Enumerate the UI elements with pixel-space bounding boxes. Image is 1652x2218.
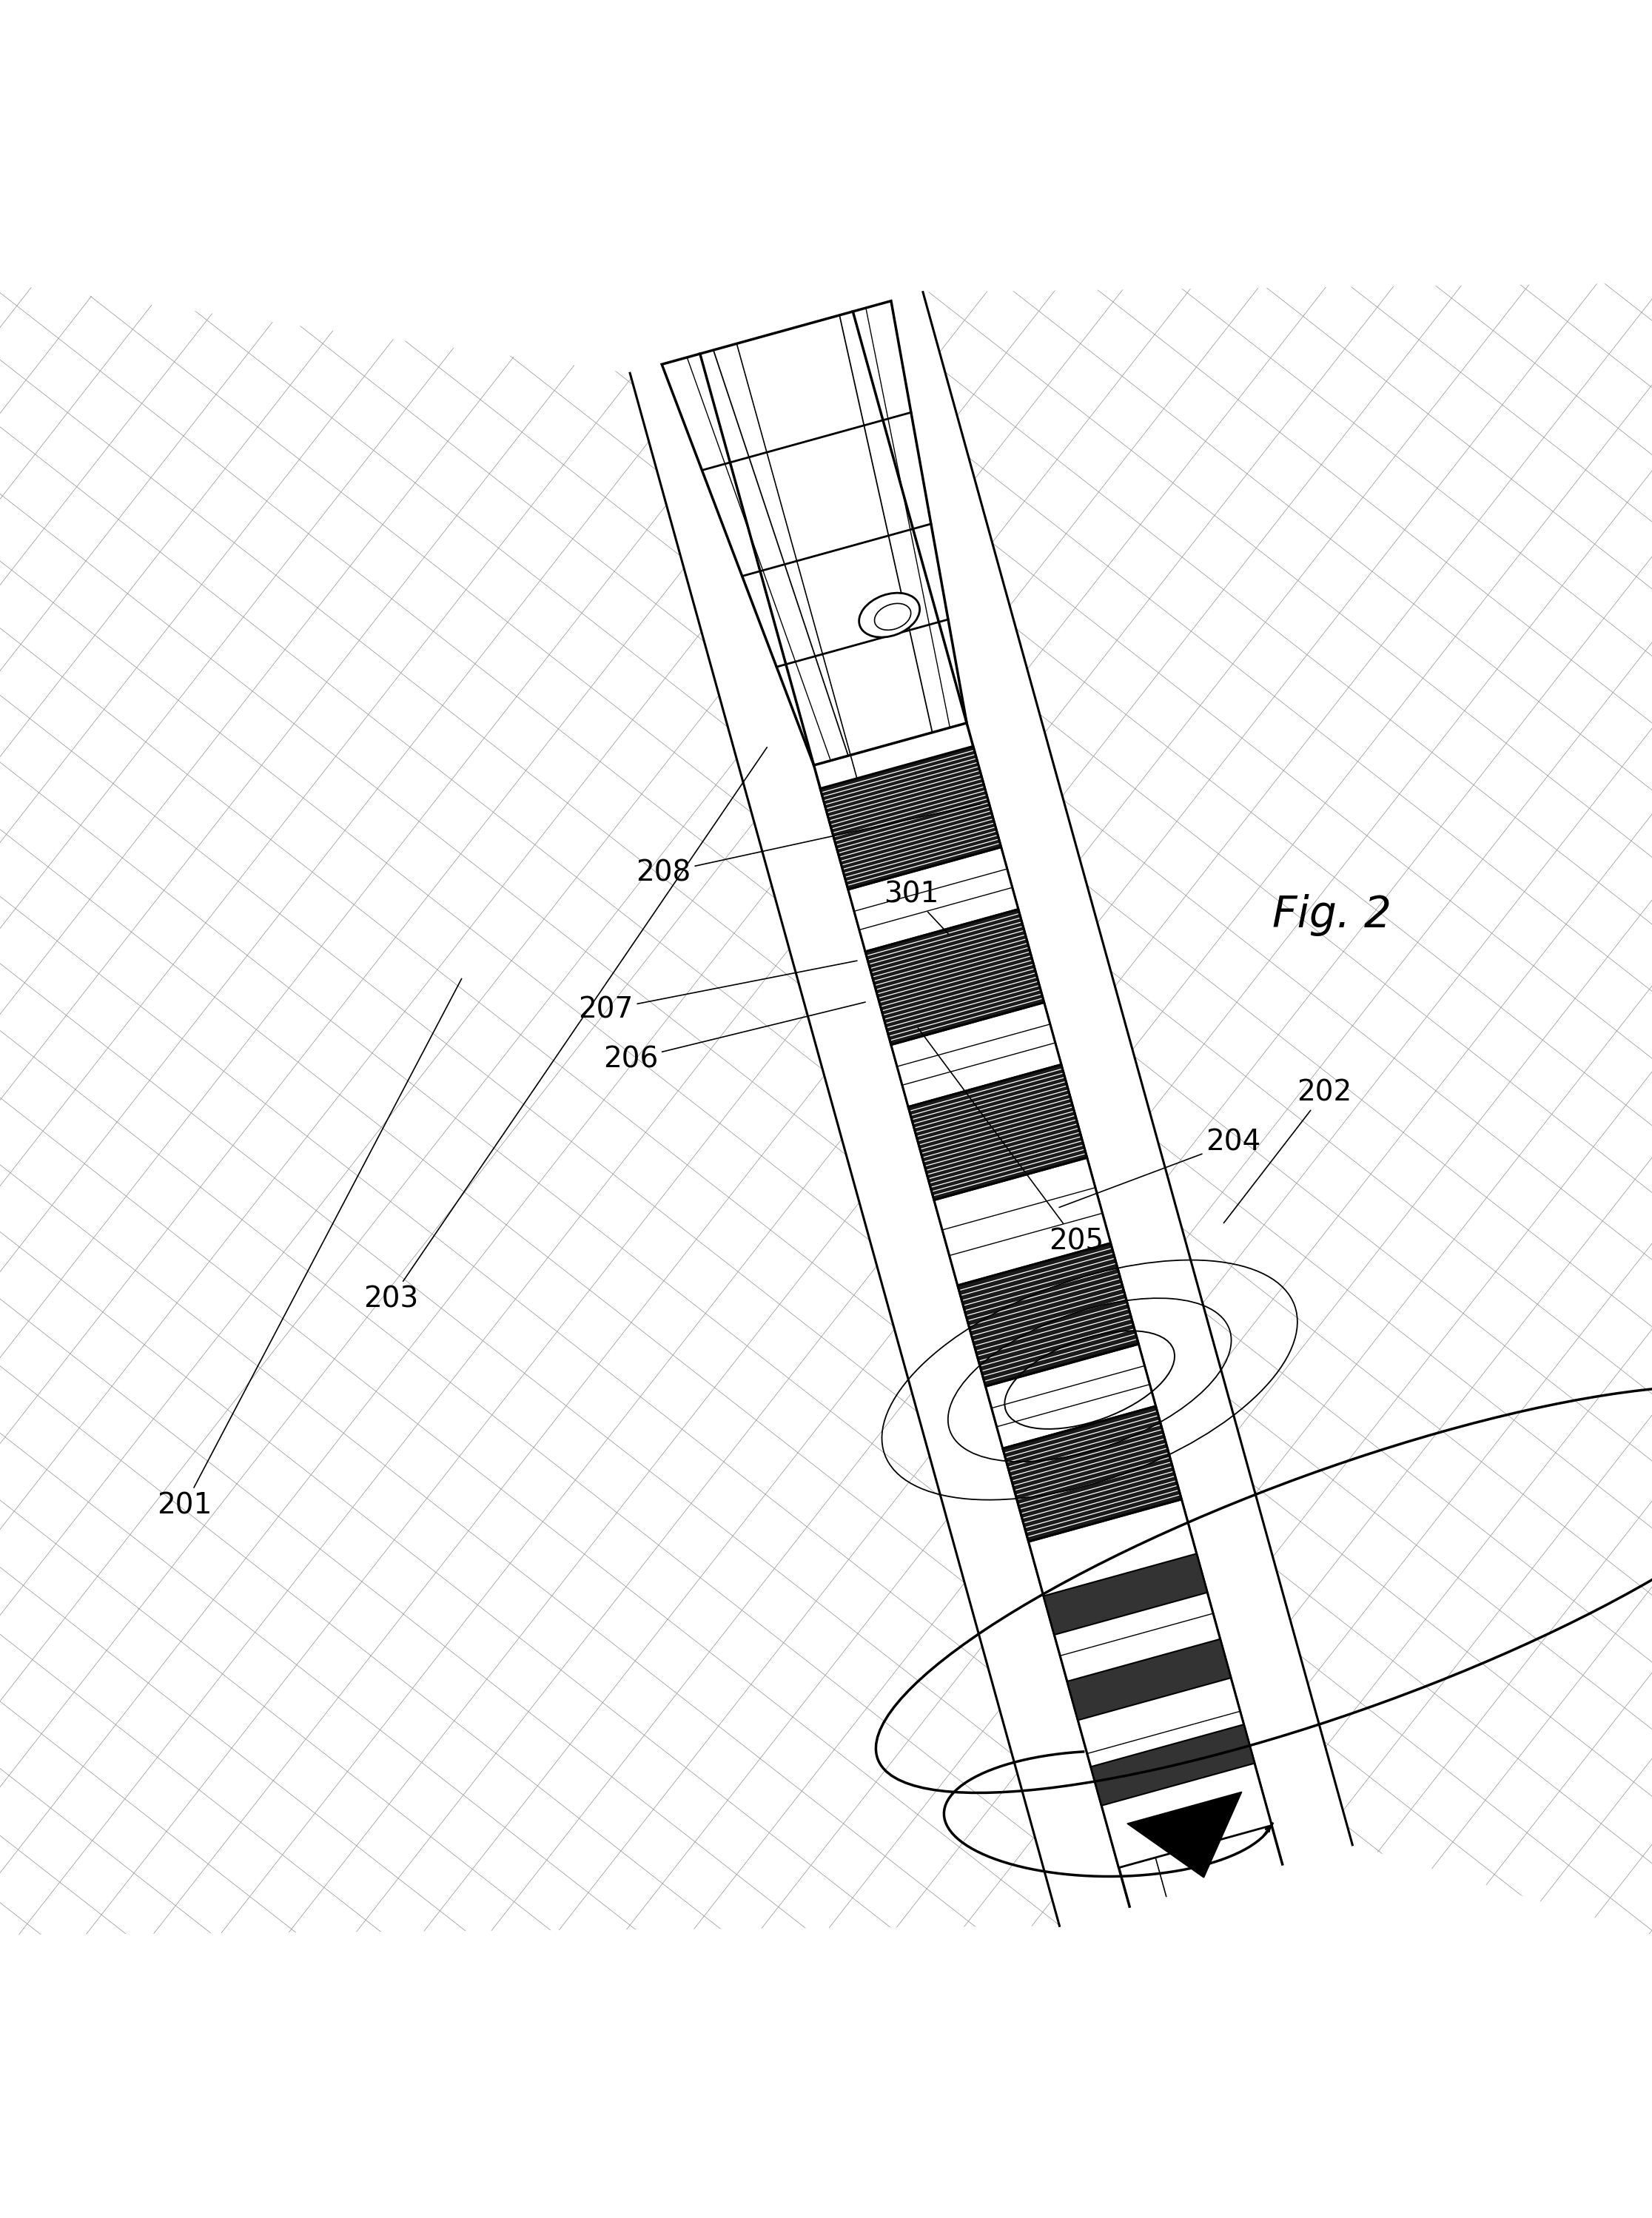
Polygon shape [1067, 1639, 1231, 1721]
Polygon shape [1003, 1406, 1181, 1542]
Polygon shape [700, 311, 1282, 1907]
Polygon shape [847, 847, 1018, 952]
Text: Fig. 2: Fig. 2 [1272, 894, 1391, 936]
Text: 301: 301 [884, 881, 948, 934]
Polygon shape [662, 302, 966, 765]
Polygon shape [1090, 1723, 1254, 1805]
Polygon shape [909, 1065, 1087, 1200]
Polygon shape [1044, 1553, 1208, 1635]
Text: 202: 202 [1224, 1078, 1351, 1222]
Polygon shape [1127, 1792, 1242, 1879]
Polygon shape [933, 1158, 1110, 1286]
Polygon shape [629, 293, 1353, 1925]
Polygon shape [958, 1242, 1138, 1386]
Polygon shape [1029, 1499, 1272, 1868]
Polygon shape [866, 909, 1044, 1045]
Ellipse shape [859, 592, 920, 637]
Polygon shape [890, 1003, 1061, 1107]
Text: 204: 204 [1059, 1129, 1260, 1207]
Polygon shape [986, 1344, 1156, 1448]
Text: 201: 201 [157, 978, 461, 1519]
Text: 206: 206 [603, 1003, 866, 1074]
Text: 203: 203 [363, 747, 767, 1313]
Text: 208: 208 [636, 803, 981, 887]
Polygon shape [821, 745, 1001, 889]
Text: 205: 205 [919, 1029, 1104, 1255]
Text: 207: 207 [578, 960, 857, 1025]
